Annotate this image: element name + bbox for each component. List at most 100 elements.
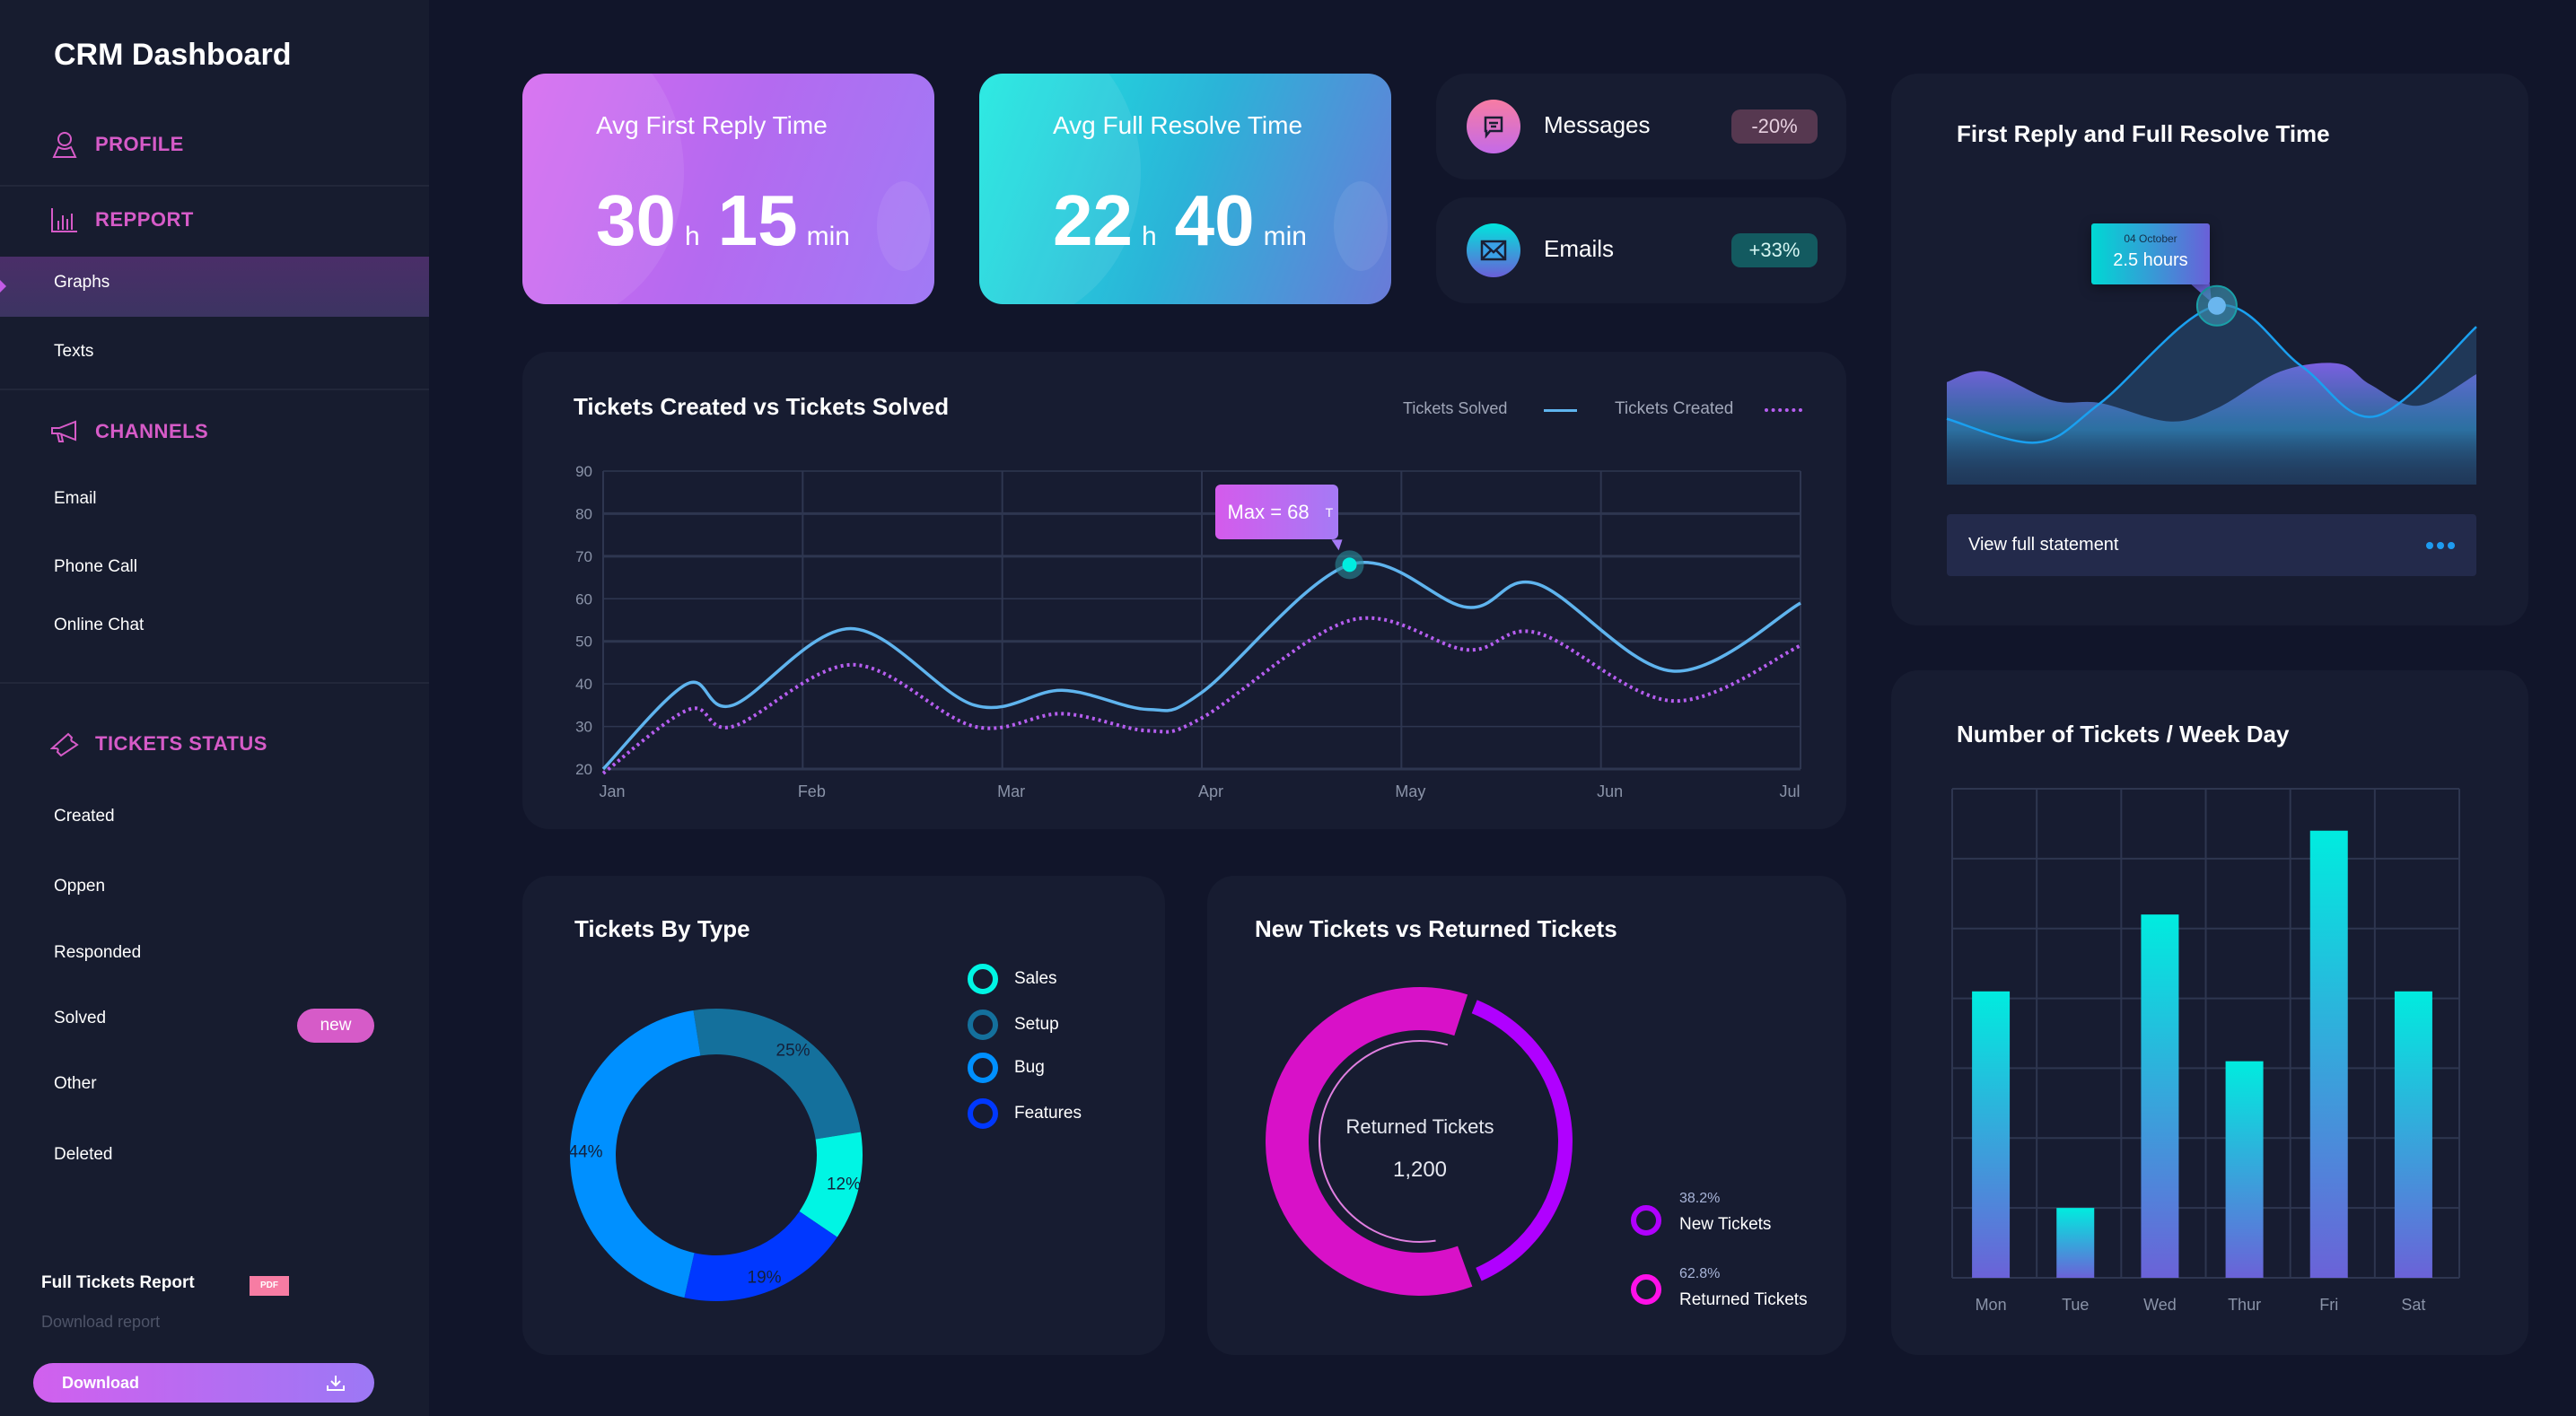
tooltip-pointer xyxy=(2189,283,2212,302)
area-series-blue xyxy=(1947,305,2476,485)
sidebar-item-created[interactable]: Created xyxy=(54,807,115,826)
peak-marker xyxy=(2207,296,2226,315)
kpi-title: Avg Full Resolve Time xyxy=(1053,111,1303,139)
sidebar-item-oppen[interactable]: Oppen xyxy=(54,877,106,896)
legend-swatch xyxy=(968,1098,998,1129)
y-tick-label: 40 xyxy=(575,676,592,693)
sidebar-section-profile[interactable]: PROFILE xyxy=(50,131,184,158)
sidebar-item-graphs-active[interactable] xyxy=(0,257,429,317)
x-tick-label: Wed xyxy=(2143,1296,2177,1314)
megaphone-icon xyxy=(51,420,76,442)
legend-label: Setup xyxy=(1014,1015,1059,1034)
new-vs-returned-card: New Tickets vs Returned Tickets Returned… xyxy=(1207,876,1846,1355)
x-tick-label: Fri xyxy=(2319,1296,2338,1314)
slice-label: 25% xyxy=(776,1041,810,1060)
donut-slice-sales xyxy=(799,1132,863,1237)
kpi-minutes: 15 xyxy=(717,180,798,260)
sidebar-item-email[interactable]: Email xyxy=(54,489,97,508)
legend-swatch-solved xyxy=(1544,409,1577,412)
message-icon xyxy=(1467,100,1520,153)
legend-label-created: Tickets Created xyxy=(1615,399,1734,418)
kpi-minutes-unit: min xyxy=(806,222,850,251)
bar-tue xyxy=(2056,1208,2095,1278)
inner-accent-arc xyxy=(1319,1040,1449,1243)
tickets-line-chart-card: Tickets Created vs Tickets Solved Ticket… xyxy=(522,352,1846,829)
sidebar-section-report[interactable]: REPPORT xyxy=(50,206,194,233)
bar-sat xyxy=(2394,991,2432,1278)
donut-slice-setup xyxy=(693,1009,861,1140)
y-tick-label: 20 xyxy=(575,761,592,778)
legend-item-bug: Bug xyxy=(968,1053,1045,1083)
slice-label: 12% xyxy=(827,1176,861,1194)
y-tick-label: 30 xyxy=(575,719,592,736)
kpi-minutes-unit: min xyxy=(1263,222,1307,251)
sidebar-section-channels[interactable]: CHANNELS xyxy=(50,418,208,445)
sidebar-item-graphs[interactable]: Graphs xyxy=(54,273,110,292)
y-tick-label: 90 xyxy=(575,463,592,480)
max-tooltip-suffix: T xyxy=(1325,504,1334,520)
download-button[interactable]: Download xyxy=(33,1363,374,1403)
donut-slice-new-tickets xyxy=(1471,1000,1573,1281)
stat-card-messages[interactable]: Messages -20% xyxy=(1436,74,1846,179)
sidebar-item-deleted[interactable]: Deleted xyxy=(54,1145,113,1164)
legend-label: Sales xyxy=(1014,969,1057,988)
bar-wed xyxy=(2141,914,2179,1278)
kpi-value: 22 h 40 min xyxy=(1053,179,1316,262)
legend-label-returned: Returned Tickets xyxy=(1679,1290,1808,1309)
max-tooltip-text: Max = 68 xyxy=(1227,500,1310,523)
slice-label: 19% xyxy=(748,1268,782,1287)
chart-title: Number of Tickets / Week Day xyxy=(1957,721,2290,747)
max-marker xyxy=(1342,557,1357,573)
bar-thur xyxy=(2225,1061,2264,1278)
legend-label-solved: Tickets Solved xyxy=(1403,399,1508,417)
sidebar-item-responded[interactable]: Responded xyxy=(54,943,142,962)
x-tick-label: Sat xyxy=(2401,1296,2425,1314)
x-tick-label: Mon xyxy=(1976,1296,2007,1314)
sidebar-item-online-chat[interactable]: Online Chat xyxy=(54,616,145,634)
area-series-purple xyxy=(1947,363,2476,485)
user-icon xyxy=(52,132,77,158)
weekday-bar-chart-card: Number of Tickets / Week Day Mon Tue Wed Th… xyxy=(1891,670,2528,1355)
legend-swatch-created xyxy=(1765,408,1802,412)
y-tick-label: 80 xyxy=(575,505,592,522)
donut-slice-features xyxy=(684,1211,837,1301)
y-tick-label: 70 xyxy=(575,548,592,565)
view-full-statement-label: View full statement xyxy=(1968,535,2119,555)
pdf-badge: PDF xyxy=(250,1276,289,1296)
stat-card-emails[interactable]: Emails +33% xyxy=(1436,197,1846,303)
sidebar-item-texts[interactable]: Texts xyxy=(54,342,94,361)
sidebar-item-other[interactable]: Other xyxy=(54,1074,97,1093)
x-tick-label: Jul xyxy=(1779,782,1800,800)
divider xyxy=(0,682,429,684)
slice-label: 44% xyxy=(569,1142,603,1161)
sidebar-item-phone-call[interactable]: Phone Call xyxy=(54,557,137,576)
chart-title: First Reply and Full Resolve Time xyxy=(1957,120,2330,147)
legend-label: Features xyxy=(1014,1104,1082,1123)
sidebar-section-label: PROFILE xyxy=(95,133,184,155)
tooltip-pointer xyxy=(1331,539,1343,551)
sidebar-section-tickets-status[interactable]: TICKETS STATUS xyxy=(50,730,267,757)
x-tick-label: Feb xyxy=(798,782,826,800)
legend-label: Bug xyxy=(1014,1058,1045,1077)
legend-swatch-new xyxy=(1631,1205,1661,1236)
legend-pct-new: 38.2% xyxy=(1679,1191,1721,1206)
view-full-statement-button[interactable]: View full statement xyxy=(1947,514,2476,576)
kpi-hours: 22 xyxy=(1053,180,1133,260)
series-line-created xyxy=(601,616,1801,775)
more-icon[interactable] xyxy=(2426,541,2455,549)
kpi-title: Avg First Reply Time xyxy=(596,111,828,139)
sidebar-item-solved[interactable]: Solved xyxy=(54,1009,107,1027)
bar-chart: Mon Tue Wed Thur Fri Sat xyxy=(1951,788,2460,1314)
legend-swatch-returned xyxy=(1631,1274,1661,1305)
legend-swatch xyxy=(968,1053,998,1083)
donut-slice-returned-tickets xyxy=(1266,987,1473,1296)
download-label: Download xyxy=(62,1373,139,1392)
chart-title: Tickets Created vs Tickets Solved xyxy=(574,393,950,420)
bar-mon xyxy=(1972,991,2011,1278)
tooltip-date: 04 October xyxy=(2124,232,2177,245)
area-chart xyxy=(1946,283,2477,485)
type-donut-chart: 25% 12% 19% 44% xyxy=(569,1009,863,1301)
x-tick-label: Jun xyxy=(1597,782,1623,800)
tickets-by-type-card: Tickets By Type 25% 12% 19% 44% Sales Setup B… xyxy=(522,876,1165,1355)
x-tick-label: Apr xyxy=(1198,782,1223,800)
